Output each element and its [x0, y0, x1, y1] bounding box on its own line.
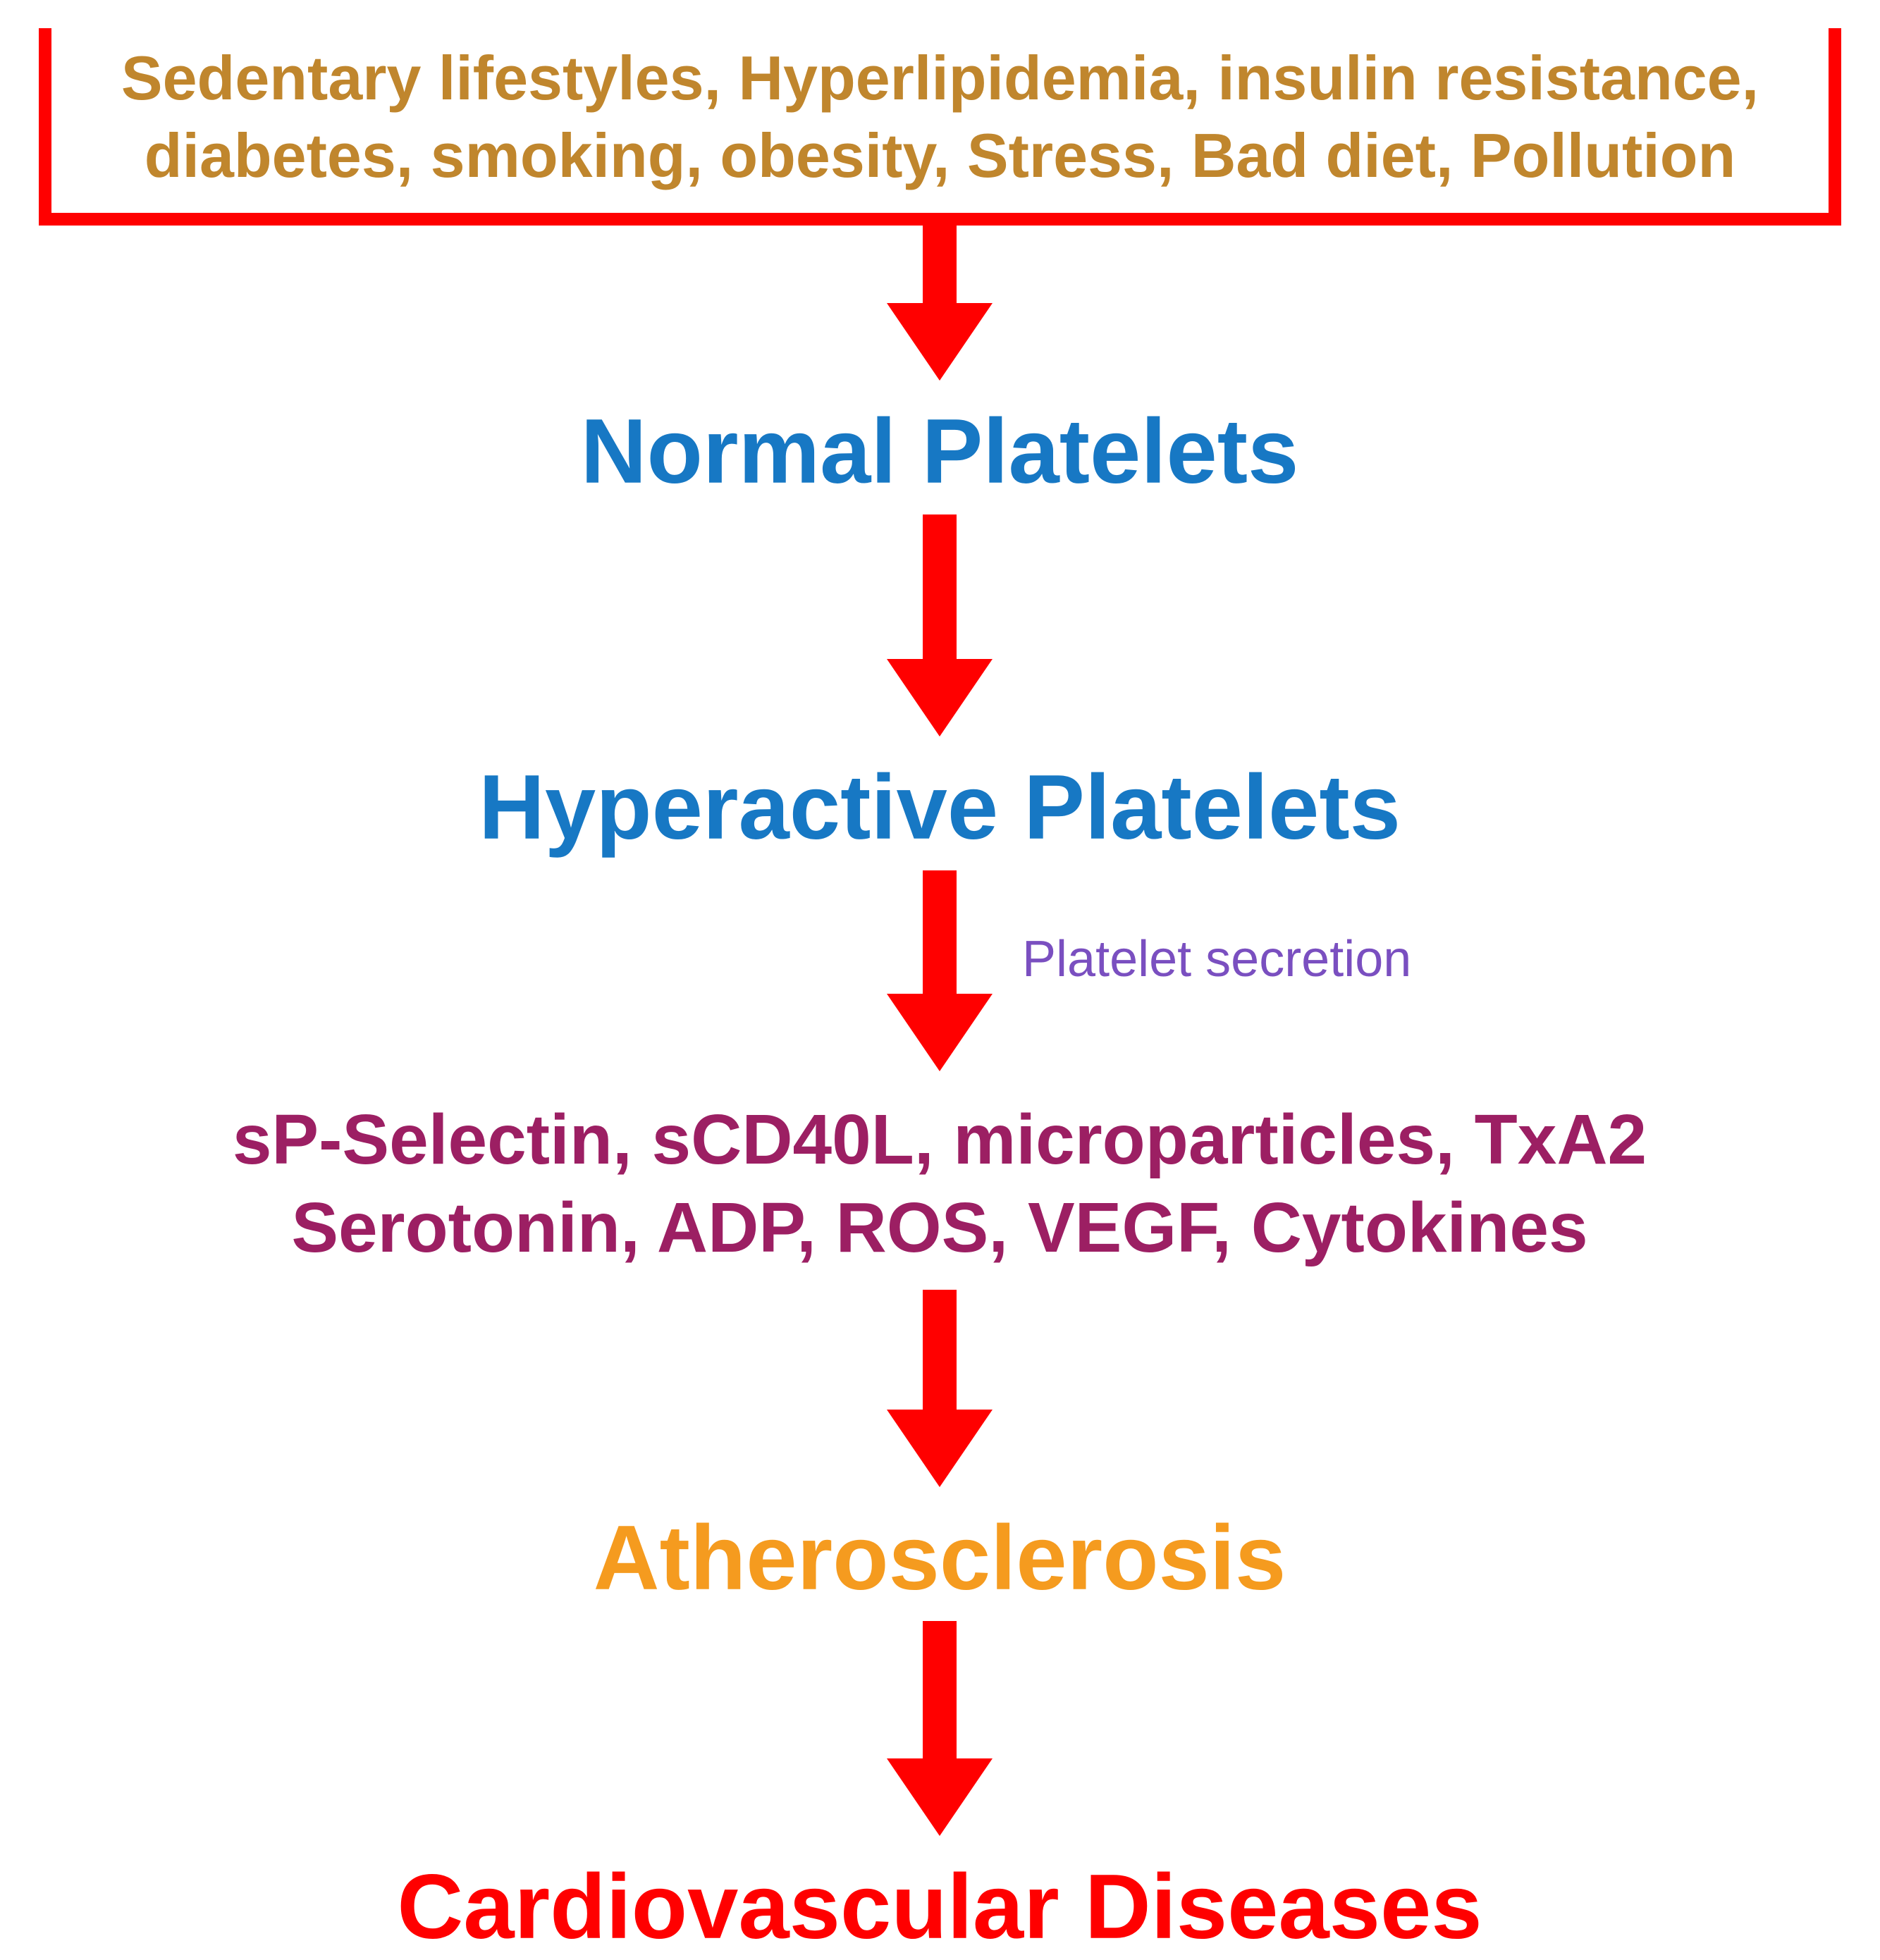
- arrow-shaft-5: [923, 1621, 957, 1758]
- arrow-shaft-3: [923, 870, 957, 994]
- arrow-shaft-1: [923, 226, 957, 303]
- diagram-stage: Sedentary lifestyles, Hyperlipidemia, in…: [0, 0, 1880, 1960]
- arrow-head-1: [887, 303, 993, 381]
- flow-arrows: [0, 0, 1880, 1960]
- arrow-shaft-4: [923, 1290, 957, 1410]
- arrow-head-3: [887, 994, 993, 1071]
- arrow-head-2: [887, 659, 993, 736]
- arrow-head-5: [887, 1758, 993, 1836]
- arrow-shaft-2: [923, 514, 957, 659]
- arrow-head-4: [887, 1410, 993, 1487]
